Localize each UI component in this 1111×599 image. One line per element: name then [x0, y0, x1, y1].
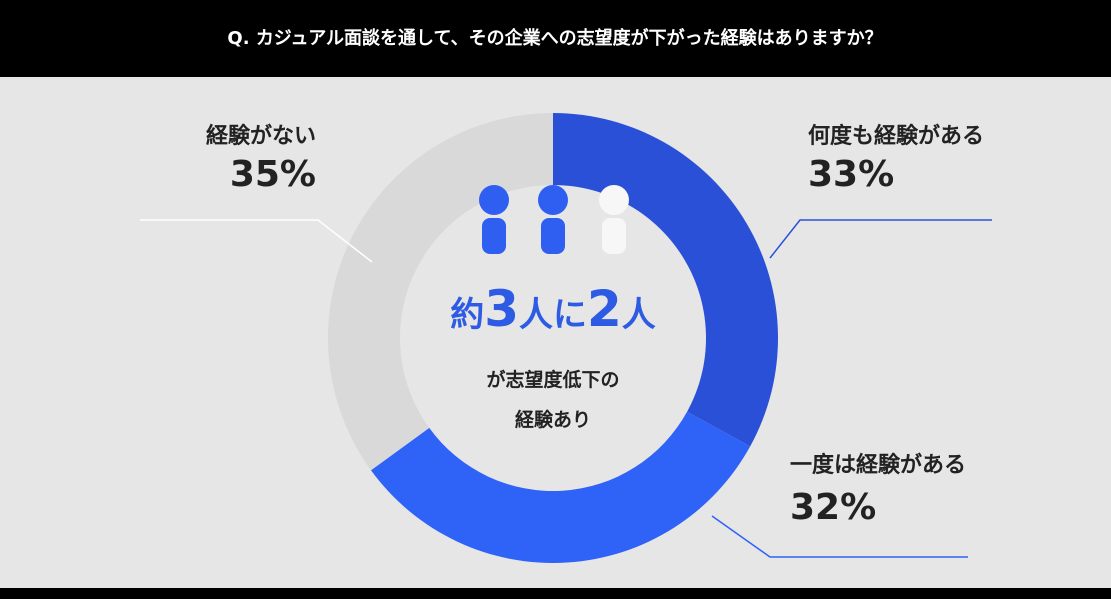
- value-label: 33%: [808, 154, 894, 195]
- donut-segment: [553, 113, 779, 447]
- donut-segment: [370, 411, 751, 563]
- category-label: 経験がない: [206, 123, 316, 149]
- headline-part: 人に: [519, 295, 587, 335]
- donut: [328, 113, 779, 563]
- center-text: が志望度低下の: [486, 368, 619, 391]
- headline-part: 人: [622, 295, 656, 335]
- person-icons: [479, 185, 629, 254]
- chart-title: Q. カジュアル面談を通して、その企業への志望度が下がった経験はありますか？: [227, 27, 882, 49]
- value-label: 32%: [790, 487, 876, 528]
- leader-line: [140, 219, 373, 263]
- center-text: 経験あり: [515, 408, 591, 431]
- headline-part: 約: [450, 295, 484, 335]
- person-icon: [482, 218, 506, 254]
- header-bar: [0, 0, 1111, 77]
- person-icon: [479, 185, 509, 215]
- headline-part: 3: [484, 280, 519, 338]
- value-label: 35%: [230, 154, 316, 195]
- donut-segment: [328, 113, 553, 471]
- person-icon: [602, 218, 626, 254]
- leader-line: [711, 515, 968, 558]
- footer-bar: [0, 588, 1111, 599]
- headline-part: 2: [587, 280, 622, 338]
- person-icon: [599, 185, 629, 215]
- leader-line: [769, 219, 992, 259]
- category-label: 何度も経験がある: [808, 123, 984, 149]
- person-icon: [541, 218, 565, 254]
- center-headline: 約3人に2人: [450, 280, 656, 338]
- person-icon: [538, 185, 568, 215]
- category-label: 一度は経験がある: [790, 452, 966, 478]
